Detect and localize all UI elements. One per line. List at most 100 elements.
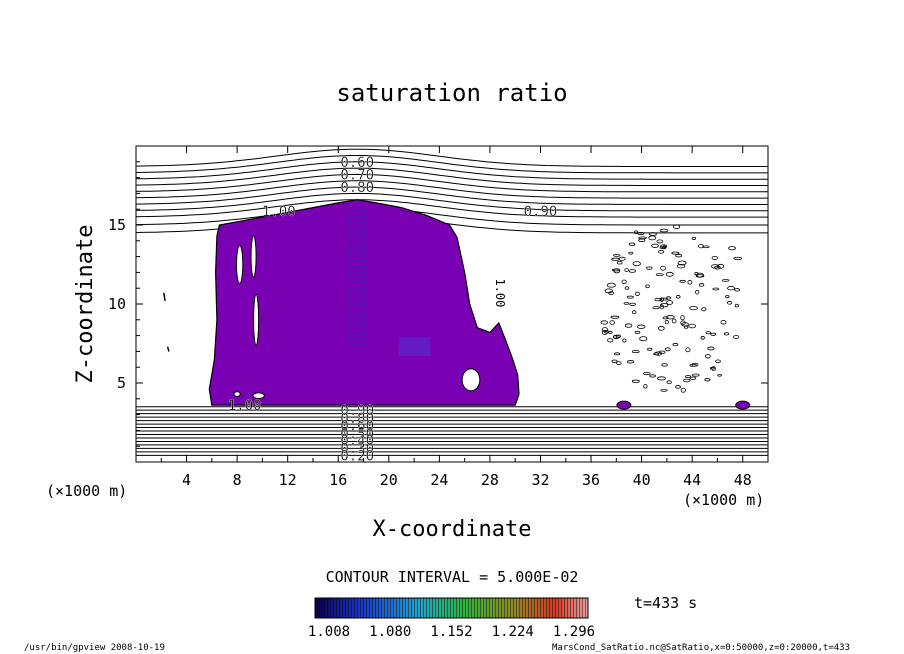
contour-fleck	[704, 378, 711, 382]
core-dot	[364, 275, 367, 279]
contour-fleck	[610, 315, 620, 319]
contour-fleck	[733, 256, 743, 260]
core-dot	[352, 259, 356, 262]
core-dot	[358, 286, 362, 290]
core-dot	[352, 275, 356, 279]
contour-fleck	[628, 251, 634, 255]
chart-title: saturation ratio	[336, 79, 567, 107]
contour-fleck	[715, 359, 721, 364]
contour-line-upper	[136, 192, 768, 212]
core-dot	[347, 253, 350, 257]
contour-fleck	[611, 257, 620, 261]
contour-fleck	[660, 265, 666, 271]
contour-fleck	[638, 238, 646, 243]
colorbar-tick-label: 1.296	[553, 624, 595, 640]
x-tick-label: 48	[734, 471, 752, 489]
contour-label: 1.00	[493, 278, 507, 307]
core-dot	[347, 314, 350, 318]
contour-fleck	[659, 228, 669, 233]
cloud-hole	[253, 294, 260, 346]
contour-fleck	[631, 310, 637, 315]
core-dot	[364, 320, 367, 323]
core-dot	[358, 303, 362, 307]
contour-fleck	[611, 359, 618, 363]
contour-fleck	[657, 249, 665, 254]
contour-fleck	[721, 279, 730, 282]
x-tick-label: 40	[633, 471, 651, 489]
core-dot	[364, 292, 367, 296]
contour-fleck	[166, 346, 170, 352]
core-dot	[352, 336, 356, 340]
contour-fleck	[621, 279, 627, 284]
colorbar-tick-label: 1.008	[308, 624, 350, 640]
contour-fleck	[659, 303, 669, 308]
core-dot	[358, 297, 362, 301]
core-dot	[364, 259, 367, 262]
core-dot	[347, 331, 350, 334]
contour-fleck	[727, 286, 736, 291]
x-axis-unit: (×1000 m)	[683, 491, 764, 509]
contour-fleck	[666, 296, 671, 300]
contour-fleck	[689, 305, 698, 311]
contour-fleck	[695, 289, 700, 295]
contour-fleck	[613, 334, 620, 340]
contour-fleck	[629, 302, 637, 306]
contour-fleck	[163, 292, 166, 301]
contour-fleck	[664, 347, 671, 352]
contour-fleck	[707, 346, 715, 351]
cloud-hole	[252, 392, 265, 399]
contour-fleck	[691, 236, 697, 240]
core-dot	[352, 220, 356, 224]
core-dot	[364, 325, 367, 329]
core-dot	[358, 259, 362, 262]
contour-fleck	[622, 338, 627, 343]
contour-fleck	[689, 363, 697, 367]
core-dot	[358, 226, 362, 229]
core-dot	[352, 264, 356, 268]
contour-fleck	[631, 379, 640, 383]
core-dot	[347, 303, 350, 307]
y-axis-title: Z-coordinate	[73, 225, 98, 384]
contour-fleck	[734, 288, 740, 292]
core-dot	[352, 297, 356, 301]
core-dot	[358, 253, 362, 257]
contour-fleck	[634, 230, 639, 234]
core-dot	[352, 242, 356, 246]
contour-fleck	[671, 251, 680, 255]
core-dot	[347, 242, 350, 246]
core-dot	[364, 336, 367, 340]
plot-area: 0.600.700.801.00 0.901.00 0.900.800.600.50…	[136, 148, 768, 462]
x-tick-label: 44	[683, 471, 701, 489]
core-dot	[364, 331, 367, 334]
contour-fleck	[680, 315, 685, 321]
contour-fleck	[628, 269, 636, 273]
contour-line-upper	[136, 161, 768, 180]
contour-fleck	[618, 256, 626, 261]
contour-fleck	[635, 291, 640, 296]
cloud-patch	[735, 400, 751, 410]
contour-fleck	[661, 363, 668, 367]
contour-fleck	[649, 374, 656, 378]
contour-fleck	[646, 266, 653, 270]
contour-label: 0.60	[340, 155, 374, 171]
contour-fleck	[652, 306, 660, 310]
core-dot	[352, 342, 356, 345]
contour-fleck	[662, 245, 667, 250]
core-dot	[358, 281, 362, 284]
contour-fleck	[728, 246, 736, 251]
y-axis: 5 10 15	[108, 161, 768, 447]
core-dot	[364, 270, 367, 273]
x-tick-label: 32	[531, 471, 549, 489]
contour-label: 0.50	[340, 427, 374, 443]
core-dot	[352, 292, 356, 296]
contour-fleck	[701, 307, 707, 312]
contour-fleck	[723, 332, 730, 336]
cloud-hole	[461, 368, 481, 392]
contour-fleck	[601, 327, 609, 333]
contour-label: 0.30	[340, 441, 374, 457]
core-dot	[358, 264, 362, 268]
contour-fleck	[659, 297, 664, 302]
contour-label: 0.80	[340, 180, 374, 196]
core-dot	[358, 275, 362, 279]
